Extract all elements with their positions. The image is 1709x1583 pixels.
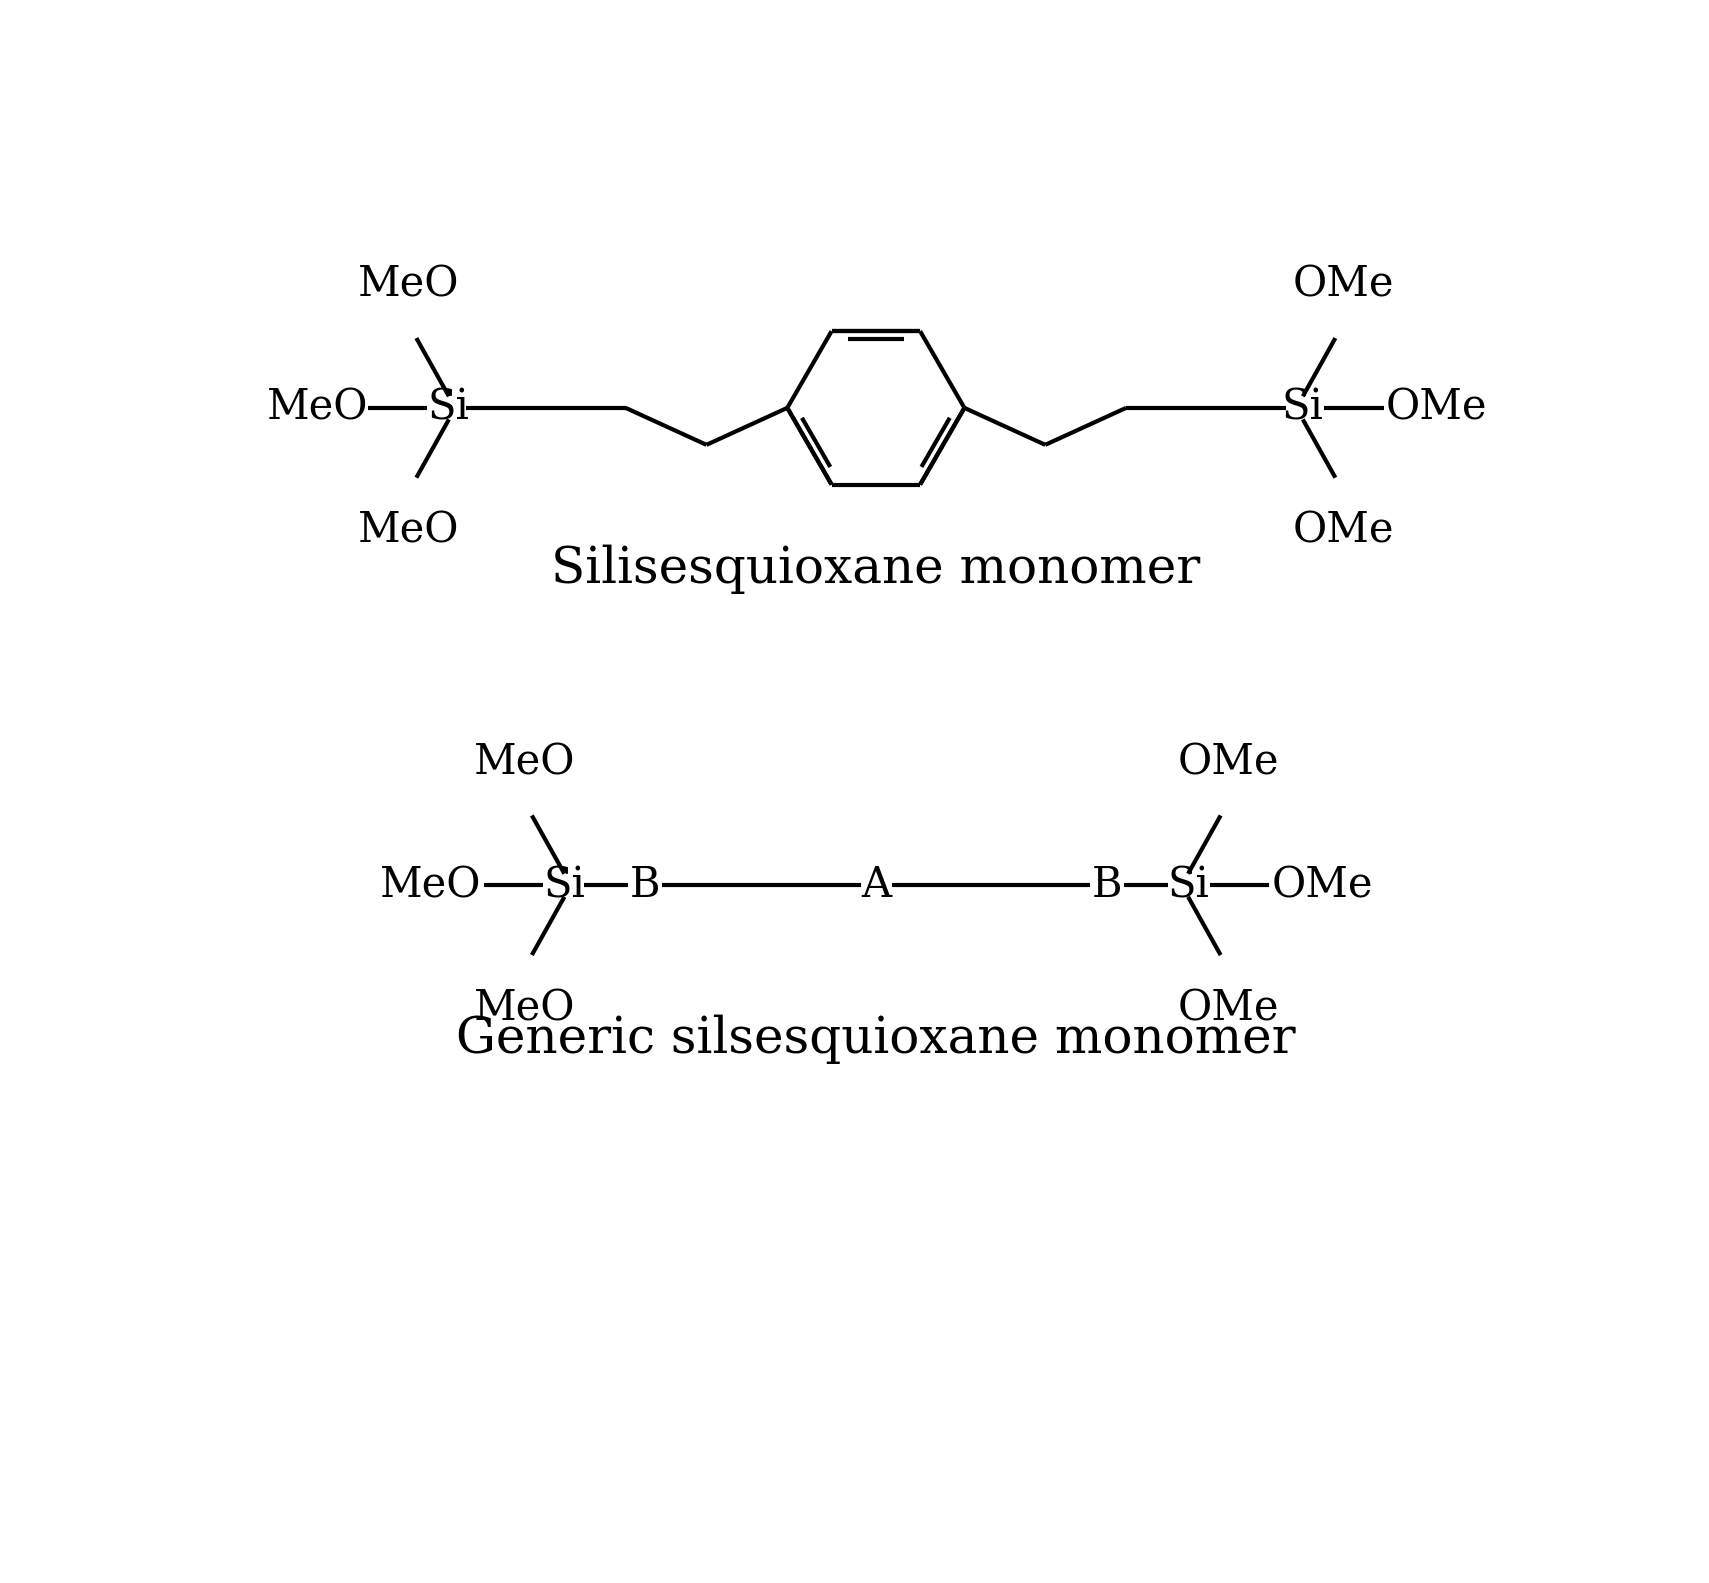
Text: MeO: MeO (473, 988, 574, 1029)
Text: B: B (631, 864, 660, 907)
Text: Silisesquioxane monomer: Silisesquioxane monomer (552, 545, 1200, 594)
Text: Si: Si (1167, 864, 1208, 907)
Text: MeO: MeO (473, 741, 574, 784)
Text: OMe: OMe (1292, 264, 1395, 306)
Text: MeO: MeO (379, 864, 482, 907)
Text: Si: Si (427, 386, 470, 429)
Text: OMe: OMe (1271, 864, 1372, 907)
Text: B: B (1092, 864, 1123, 907)
Text: OMe: OMe (1292, 510, 1395, 552)
Text: OMe: OMe (1178, 988, 1278, 1029)
Text: Si: Si (543, 864, 586, 907)
Text: Generic silsesquioxane monomer: Generic silsesquioxane monomer (456, 1015, 1295, 1064)
Text: Si: Si (1282, 386, 1324, 429)
Text: OMe: OMe (1178, 741, 1278, 784)
Text: MeO: MeO (357, 264, 460, 306)
Text: A: A (861, 864, 892, 907)
Text: MeO: MeO (357, 510, 460, 552)
Text: MeO: MeO (267, 386, 367, 429)
Text: OMe: OMe (1386, 386, 1487, 429)
